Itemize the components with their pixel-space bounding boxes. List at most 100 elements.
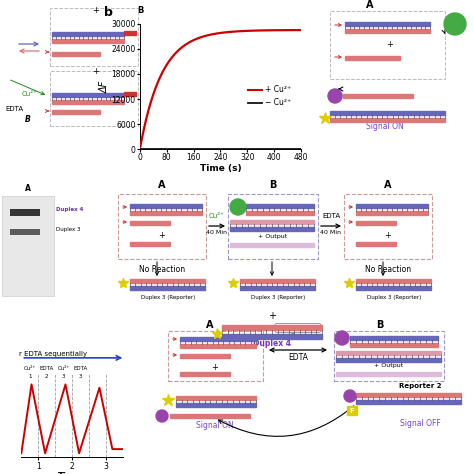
Bar xyxy=(240,279,315,283)
Bar xyxy=(343,94,413,98)
Bar xyxy=(124,92,136,96)
Bar xyxy=(130,210,202,215)
Text: Duplex 3 (Reporter): Duplex 3 (Reporter) xyxy=(367,294,421,300)
Bar xyxy=(347,406,357,415)
Bar xyxy=(330,118,445,121)
Text: 1: 1 xyxy=(28,374,32,379)
Bar xyxy=(240,285,315,290)
Bar xyxy=(336,357,441,362)
Bar xyxy=(50,71,138,126)
Bar xyxy=(356,203,428,208)
Bar xyxy=(176,395,256,400)
Text: EDTA: EDTA xyxy=(40,366,54,371)
Bar xyxy=(356,279,431,283)
Text: 3: 3 xyxy=(79,374,82,379)
Text: Cu²⁺: Cu²⁺ xyxy=(209,213,225,219)
Text: B: B xyxy=(269,180,277,190)
Bar xyxy=(230,227,314,230)
Bar xyxy=(356,400,461,403)
Bar xyxy=(168,331,263,381)
Bar xyxy=(345,56,400,60)
Text: 40 Min: 40 Min xyxy=(207,230,228,235)
Bar xyxy=(230,243,314,247)
Text: A: A xyxy=(158,180,166,190)
Bar xyxy=(180,337,256,340)
Text: +: + xyxy=(268,311,276,321)
Bar xyxy=(130,279,205,283)
Text: EDTA: EDTA xyxy=(73,366,88,371)
Bar xyxy=(222,325,322,330)
Bar xyxy=(180,372,230,376)
Text: b: b xyxy=(104,6,113,19)
Text: B: B xyxy=(376,320,383,330)
Text: No Reaction: No Reaction xyxy=(139,264,185,273)
Bar xyxy=(52,110,100,114)
Text: EDTA: EDTA xyxy=(5,106,23,112)
Bar xyxy=(356,285,431,290)
Legend: + Cu²⁺, − Cu²⁺: + Cu²⁺, − Cu²⁺ xyxy=(245,82,294,110)
Text: + Output: + Output xyxy=(258,234,288,238)
Bar xyxy=(52,31,124,36)
Bar xyxy=(50,8,138,66)
Bar xyxy=(2,196,54,296)
Text: A: A xyxy=(206,320,214,330)
Circle shape xyxy=(328,89,342,103)
X-axis label: Times: Times xyxy=(58,472,86,474)
Bar xyxy=(52,92,124,97)
Text: + Output: + Output xyxy=(374,363,404,368)
Text: Cu²⁺: Cu²⁺ xyxy=(289,333,307,342)
Bar xyxy=(228,194,318,259)
Bar xyxy=(52,100,124,103)
Text: 3: 3 xyxy=(62,374,65,379)
Text: Cu²⁺: Cu²⁺ xyxy=(22,91,38,97)
Bar xyxy=(52,52,100,56)
Bar xyxy=(345,28,430,33)
Circle shape xyxy=(444,13,466,35)
Text: +: + xyxy=(92,66,100,75)
Text: No Reaction: No Reaction xyxy=(365,264,411,273)
Y-axis label: ΔF: ΔF xyxy=(100,81,110,92)
Bar xyxy=(344,194,432,259)
Bar xyxy=(345,21,430,26)
Bar xyxy=(176,402,256,407)
Bar xyxy=(124,31,136,35)
Bar xyxy=(356,221,396,225)
Bar xyxy=(350,336,438,339)
Bar xyxy=(170,414,250,418)
Text: Cu²⁺: Cu²⁺ xyxy=(58,366,70,371)
Bar xyxy=(356,242,396,246)
Bar xyxy=(330,110,445,115)
Text: +: + xyxy=(92,6,100,15)
Text: B: B xyxy=(137,6,143,15)
Text: Signal ON: Signal ON xyxy=(366,122,404,131)
Text: A: A xyxy=(366,0,374,10)
Bar xyxy=(130,203,202,208)
Text: 40 Min: 40 Min xyxy=(320,230,341,235)
Bar xyxy=(130,242,170,246)
Text: Reporter 2: Reporter 2 xyxy=(399,383,441,389)
Circle shape xyxy=(335,331,349,345)
Text: Duplex 3: Duplex 3 xyxy=(56,227,81,231)
Text: +: + xyxy=(159,230,165,239)
Text: A: A xyxy=(384,180,392,190)
Text: Cu²⁺: Cu²⁺ xyxy=(24,366,36,371)
Text: EDTA: EDTA xyxy=(322,213,340,219)
Circle shape xyxy=(230,199,246,215)
Bar xyxy=(130,285,205,290)
Text: EDTA: EDTA xyxy=(288,353,308,362)
Text: Duplex 3 (Reporter): Duplex 3 (Reporter) xyxy=(141,294,195,300)
Text: +: + xyxy=(211,363,219,372)
Text: A: A xyxy=(25,184,31,193)
Bar xyxy=(246,210,314,215)
Text: F: F xyxy=(350,408,355,414)
Bar xyxy=(356,392,461,396)
Text: +: + xyxy=(387,39,393,48)
Text: Signal OFF: Signal OFF xyxy=(400,419,440,428)
Bar xyxy=(118,194,206,259)
Bar xyxy=(246,203,314,208)
Text: Duplex 3 (Reporter): Duplex 3 (Reporter) xyxy=(251,294,305,300)
Bar xyxy=(334,331,444,381)
Text: Cycle 3 times: Cycle 3 times xyxy=(277,326,319,330)
Text: Duplex 4: Duplex 4 xyxy=(56,207,83,211)
Bar xyxy=(130,221,170,225)
